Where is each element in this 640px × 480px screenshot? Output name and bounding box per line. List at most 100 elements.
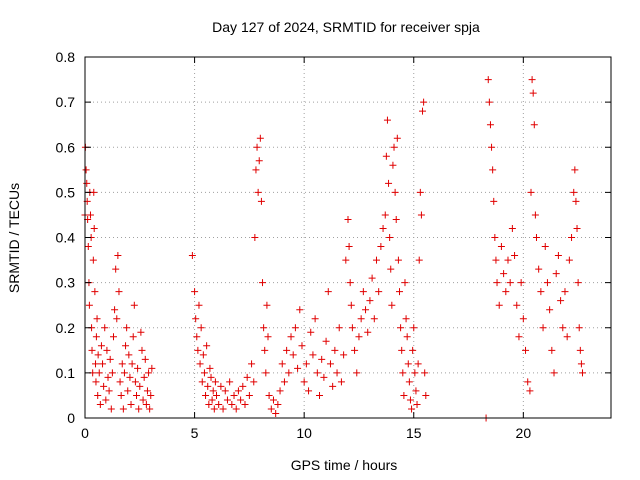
data-point <box>204 382 212 390</box>
data-point <box>385 179 393 187</box>
data-point <box>576 346 584 354</box>
data-point <box>205 400 213 408</box>
data-point <box>511 252 519 260</box>
data-point <box>260 324 268 332</box>
data-point <box>136 382 144 390</box>
data-point <box>522 346 530 354</box>
data-point <box>215 400 223 408</box>
data-point <box>541 243 549 251</box>
data-point <box>383 116 391 124</box>
data-point <box>241 400 249 408</box>
data-point <box>92 333 100 341</box>
data-point <box>528 76 536 84</box>
y-axis-ticks: 0 0.1 0.2 0.3 0.4 0.5 0.6 0.7 0.8 <box>56 49 611 426</box>
y-tick-label: 0.2 <box>56 320 76 336</box>
y-tick-label: 0.1 <box>56 365 76 381</box>
data-point <box>527 188 535 196</box>
data-point <box>127 400 135 408</box>
data-point <box>94 391 102 399</box>
data-point <box>489 166 497 174</box>
data-point <box>355 333 363 341</box>
data-point <box>413 400 421 408</box>
data-point <box>543 279 551 287</box>
data-point <box>94 351 102 359</box>
data-point <box>135 405 143 413</box>
y-tick-label: 0 <box>67 410 75 426</box>
data-point <box>92 360 100 368</box>
plot-frame <box>84 56 612 419</box>
data-point <box>398 346 406 354</box>
data-point <box>529 89 537 97</box>
data-point <box>548 346 556 354</box>
data-point <box>347 301 355 309</box>
data-point <box>532 234 540 241</box>
data-point <box>259 279 267 287</box>
data-point <box>337 378 345 386</box>
data-point <box>280 378 288 386</box>
data-point <box>95 369 103 377</box>
data-point <box>133 391 141 399</box>
data-point <box>513 301 521 309</box>
data-point <box>265 391 273 399</box>
data-point <box>207 373 215 381</box>
data-point <box>217 382 225 390</box>
data-point <box>565 256 573 264</box>
data-point <box>83 179 91 187</box>
data-point <box>488 143 496 151</box>
data-point <box>307 328 315 336</box>
data-point <box>392 215 400 223</box>
data-point <box>226 378 234 386</box>
data-point <box>142 400 150 408</box>
data-point <box>370 315 378 323</box>
data-point <box>117 391 125 399</box>
y-tick-label: 0.6 <box>56 139 76 155</box>
data-point <box>402 315 410 323</box>
data-point <box>90 188 98 196</box>
y-tick-label: 0.7 <box>56 94 76 110</box>
data-point <box>111 306 119 314</box>
data-point <box>311 315 319 323</box>
data-point <box>103 346 111 354</box>
data-point <box>403 333 411 341</box>
data-point <box>335 324 343 332</box>
data-point <box>106 355 114 363</box>
data-point <box>316 391 324 399</box>
data-point <box>359 288 367 296</box>
data-point <box>109 333 117 341</box>
data-point <box>276 387 284 395</box>
data-point <box>129 333 137 341</box>
data-point <box>381 211 389 219</box>
data-point <box>415 256 423 264</box>
data-point <box>486 121 494 129</box>
data-point <box>124 387 132 395</box>
data-point <box>101 324 109 332</box>
data-point <box>100 382 108 390</box>
data-point <box>491 234 499 241</box>
data-point <box>210 405 218 413</box>
data-point <box>287 333 295 341</box>
data-point <box>285 369 293 377</box>
data-point <box>99 360 107 368</box>
data-point <box>89 256 97 264</box>
x-tick-label: 10 <box>296 425 312 441</box>
data-point <box>114 252 122 260</box>
data-point <box>397 324 405 332</box>
y-tick-label: 0.3 <box>56 275 76 291</box>
data-point <box>82 166 90 174</box>
data-point <box>550 369 558 377</box>
data-point <box>504 256 512 264</box>
data-point <box>269 396 277 404</box>
data-point <box>410 324 418 332</box>
data-point <box>102 396 110 404</box>
data-point <box>196 360 204 368</box>
data-point <box>256 134 264 142</box>
data-point <box>326 360 334 368</box>
data-point <box>191 288 199 296</box>
data-point <box>188 252 196 260</box>
data-point <box>252 166 260 174</box>
data-point <box>422 391 430 399</box>
data-point <box>85 301 93 309</box>
data-point <box>118 360 126 368</box>
data-point <box>203 342 211 350</box>
data-point <box>137 328 145 336</box>
